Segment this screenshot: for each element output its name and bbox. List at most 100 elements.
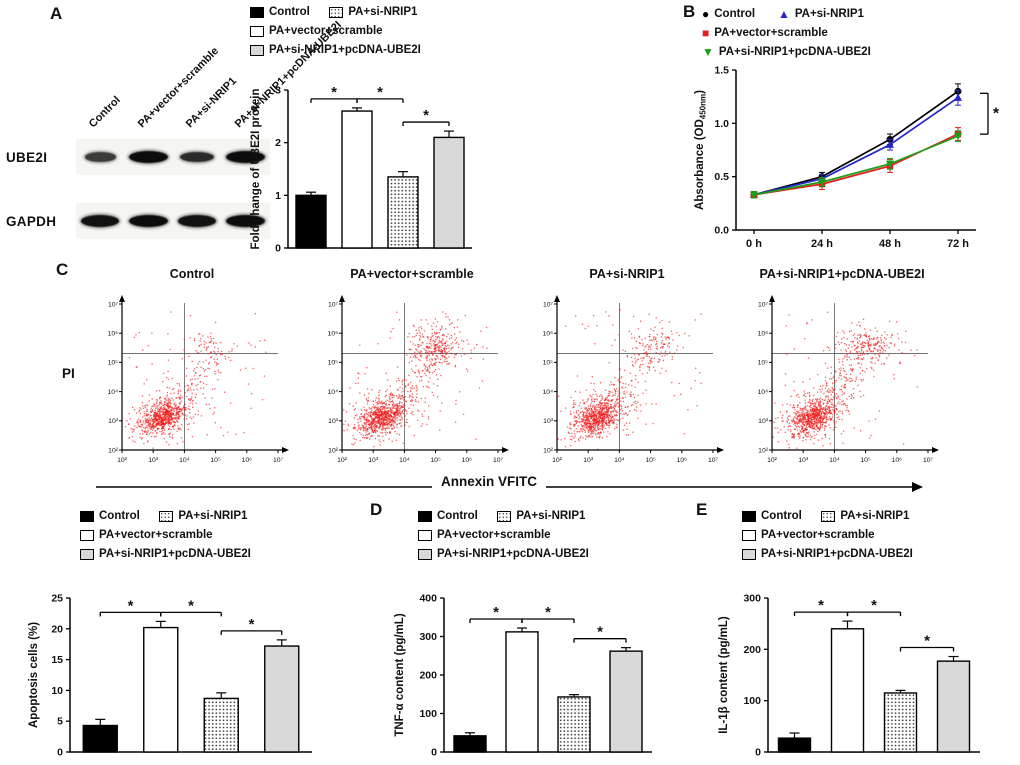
legend-chip [250, 25, 264, 37]
blot-band [84, 152, 116, 162]
svg-text:10²: 10² [117, 457, 128, 464]
legend-marker-triangle-down-icon: ▼ [702, 45, 714, 59]
legend-apoptosis: Control PA+si-NRIP1 PA+vector+scramble PA+s… [80, 510, 251, 560]
flow-plot-pcdna-ube2i: 10² 10² 10³ 10³ 10⁴ 10⁴ 10⁵ 10⁵ 10⁶ 10⁶ 10⁷ 10⁷ [742, 290, 942, 477]
blot-band [226, 151, 266, 163]
flow-plot-control: 10² 10² 10³ 10³ 10⁴ 10⁴ 10⁵ 10⁵ 10⁶ 10⁶ 10⁷ 10⁷ [92, 290, 292, 477]
bar-chart-ube2i-protein: 0 1 2 3 Fold change of UBE2I protein * * * [246, 74, 482, 261]
flow-svg-2: 10² 10² 10³ 10³ 10⁴ 10⁴ 10⁵ 10⁵ 10⁶ 10⁶ 10⁷ 10⁷ [543, 295, 724, 464]
svg-text:10⁷: 10⁷ [108, 301, 119, 308]
svg-text:10⁵: 10⁵ [328, 360, 339, 367]
svg-text:10⁴: 10⁴ [614, 457, 625, 464]
legend-item: PA+si-NRIP1+pcDNA-UBE2I [250, 44, 421, 56]
blot-target-gapdh: GAPDH [6, 214, 57, 229]
legend-chip [329, 6, 344, 18]
svg-text:10⁷: 10⁷ [543, 301, 554, 308]
svg-text:10⁴: 10⁴ [758, 389, 769, 396]
svg-text:10³: 10³ [543, 418, 554, 425]
legend-item: PA+si-NRIP1 [821, 510, 913, 522]
legend-panel-b: ● Control ▲ PA+si-NRIP1 ■ PA+vector+scramble ▼… [702, 8, 871, 58]
legend-chip [250, 6, 264, 18]
legend-item: PA+si-NRIP1 [329, 6, 421, 18]
panel-label-e: E [696, 500, 708, 519]
legend-label: PA+si-NRIP1+pcDNA-UBE2I [437, 548, 589, 560]
svg-text:Apoptosis cells (%): Apoptosis cells (%) [28, 622, 40, 728]
legend-item: PA+vector+scramble [742, 529, 913, 541]
panel-label-a: A [50, 4, 63, 23]
bar-chart-apoptosis: 0 5 10 15 20 25 Apoptosis cells (%) * * * [24, 582, 324, 765]
flow-title-vector-scramble: PA+vector+scramble [350, 267, 474, 281]
blot-lane [222, 203, 271, 239]
svg-text:*: * [818, 597, 824, 614]
legend-chip [80, 510, 94, 522]
svg-text:10⁵: 10⁵ [860, 457, 871, 464]
svg-text:*: * [871, 597, 877, 614]
legend-label: PA+si-NRIP1 [348, 6, 418, 18]
blot-lane [173, 139, 222, 175]
svg-text:200: 200 [743, 644, 761, 656]
svg-text:100: 100 [419, 708, 437, 720]
blot-lane [125, 139, 174, 175]
svg-text:*: * [924, 633, 930, 650]
legend-chip [742, 548, 756, 560]
blot-band [129, 151, 169, 163]
legend-panel-d: Control PA+si-NRIP1 PA+vector+scramble PA+s… [418, 510, 589, 560]
svg-text:10⁵: 10⁵ [758, 360, 769, 367]
svg-text:0: 0 [275, 243, 281, 255]
svg-text:10³: 10³ [583, 457, 594, 464]
legend-marker-square-icon: ■ [702, 26, 710, 40]
svg-text:1.5: 1.5 [714, 65, 729, 77]
svg-text:10³: 10³ [368, 457, 379, 464]
legend-label: PA+vector+scramble [269, 25, 383, 37]
blot-strip-gapdh [76, 203, 270, 239]
legend-label: Control [761, 510, 802, 522]
legend-chip [418, 548, 432, 560]
line-chart-absorbance: 0.0 0.5 1.0 1.5 0 h 24 h 48 h 72 h Absorbance (O… [688, 60, 1018, 265]
legend-chip [80, 548, 94, 560]
svg-text:10²: 10² [108, 447, 119, 454]
legend-item: Control [418, 510, 481, 522]
svg-text:15: 15 [51, 654, 63, 666]
legend-chip [80, 529, 94, 541]
svg-text:0 h: 0 h [746, 238, 762, 250]
blot-lane [173, 203, 222, 239]
legend-chip [742, 529, 756, 541]
panel-label-c: C [56, 260, 69, 279]
svg-text:10⁴: 10⁴ [179, 457, 190, 464]
legend-label: Control [269, 6, 310, 18]
legend-chip [159, 510, 174, 522]
svg-text:100: 100 [743, 695, 761, 707]
legend-item: Control [250, 6, 313, 18]
svg-text:25: 25 [51, 593, 63, 605]
legend-item: PA+si-NRIP1+pcDNA-UBE2I [742, 548, 913, 560]
legend-label: PA+vector+scramble [437, 529, 551, 541]
panel-label-d: D [370, 500, 383, 519]
svg-text:10²: 10² [767, 457, 778, 464]
svg-text:10⁷: 10⁷ [923, 457, 934, 464]
legend-label: Control [714, 8, 756, 20]
flow-title-control: Control [169, 267, 215, 281]
svg-text:10: 10 [51, 685, 63, 697]
svg-text:10²: 10² [328, 447, 339, 454]
svg-text:*: * [249, 616, 255, 633]
legend-label: PA+vector+scramble [99, 529, 213, 541]
legend-panel-a: Control PA+si-NRIP1 PA+vector+scramble PA+s… [250, 6, 421, 56]
tnf-content-svg: 0 100 200 300 400 TNF-α content (pg/mL) * * * [394, 593, 652, 759]
bar-chart-tnf: 0 100 200 300 400 TNF-α content (pg/mL) * * * [390, 582, 660, 765]
svg-text:10³: 10³ [328, 418, 339, 425]
svg-text:10⁴: 10⁴ [543, 389, 554, 396]
svg-text:10²: 10² [337, 457, 348, 464]
legend-item: PA+si-NRIP1 [497, 510, 589, 522]
svg-text:10⁶: 10⁶ [677, 457, 688, 464]
legend-item: ■ PA+vector+scramble [702, 27, 871, 39]
legend-marker-triangle-up-icon: ▲ [777, 7, 790, 21]
svg-text:*: * [545, 604, 551, 621]
svg-text:10⁵: 10⁵ [645, 457, 656, 464]
svg-text:*: * [423, 107, 429, 124]
il1b-content-svg: 0 100 200 300 IL-1β content (pg/mL) * * * [718, 593, 980, 759]
svg-text:48 h: 48 h [879, 238, 901, 250]
blot-band [180, 151, 215, 163]
legend-label: PA+vector+scramble [714, 27, 828, 39]
svg-text:0.0: 0.0 [714, 225, 729, 237]
